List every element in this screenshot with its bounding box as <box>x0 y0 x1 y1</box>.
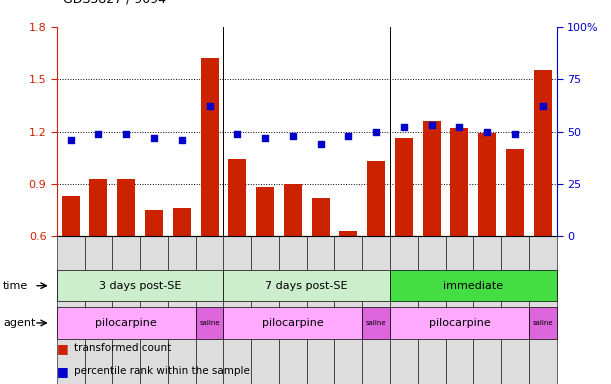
Bar <box>89 179 108 236</box>
Text: ■: ■ <box>57 342 68 355</box>
Bar <box>529 237 557 384</box>
Bar <box>117 179 135 236</box>
Bar <box>339 231 357 236</box>
Bar <box>112 237 140 384</box>
Bar <box>390 237 418 384</box>
Point <box>538 103 547 109</box>
Bar <box>145 210 163 236</box>
Bar <box>501 237 529 384</box>
Point <box>232 131 242 137</box>
Text: saline: saline <box>199 320 220 326</box>
Text: 7 days post-SE: 7 days post-SE <box>265 281 348 291</box>
Bar <box>478 133 496 236</box>
Bar <box>312 198 329 236</box>
Point <box>66 137 76 143</box>
Text: pilocarpine: pilocarpine <box>262 318 324 328</box>
Point <box>455 124 464 131</box>
Point <box>288 132 298 139</box>
Text: immediate: immediate <box>443 281 503 291</box>
Bar <box>395 139 413 236</box>
Text: transformed count: transformed count <box>74 343 171 353</box>
Bar <box>200 58 219 236</box>
Bar <box>367 161 385 236</box>
Point <box>122 131 131 137</box>
Bar <box>256 187 274 236</box>
Bar <box>168 237 196 384</box>
Point <box>93 131 103 137</box>
Bar <box>279 237 307 384</box>
Point <box>149 135 159 141</box>
Bar <box>173 208 191 236</box>
Bar <box>418 237 445 384</box>
Text: pilocarpine: pilocarpine <box>95 318 157 328</box>
Bar <box>534 71 552 236</box>
Point <box>343 132 353 139</box>
Bar <box>284 184 302 236</box>
Bar <box>307 237 334 384</box>
Text: ■: ■ <box>57 365 68 378</box>
Point <box>260 135 270 141</box>
Text: saline: saline <box>532 320 553 326</box>
Point <box>371 128 381 135</box>
Bar <box>224 237 251 384</box>
Bar <box>62 196 79 236</box>
Bar <box>84 237 112 384</box>
Text: pilocarpine: pilocarpine <box>428 318 490 328</box>
Bar <box>334 237 362 384</box>
Point <box>205 103 214 109</box>
Bar <box>140 237 168 384</box>
Bar <box>57 237 84 384</box>
Text: agent: agent <box>3 318 35 328</box>
Bar <box>423 121 441 236</box>
Bar <box>251 237 279 384</box>
Text: 3 days post-SE: 3 days post-SE <box>99 281 181 291</box>
Text: GDS3827 / 9094: GDS3827 / 9094 <box>63 0 166 6</box>
Point <box>510 131 520 137</box>
Bar <box>196 237 224 384</box>
Point <box>427 122 437 128</box>
Bar <box>362 237 390 384</box>
Text: saline: saline <box>366 320 386 326</box>
Text: percentile rank within the sample: percentile rank within the sample <box>74 366 250 376</box>
Bar <box>474 237 501 384</box>
Point <box>482 128 492 135</box>
Point <box>399 124 409 131</box>
Point <box>316 141 326 147</box>
Bar <box>506 149 524 236</box>
Bar <box>229 159 246 236</box>
Bar <box>445 237 474 384</box>
Bar <box>450 128 469 236</box>
Point <box>177 137 187 143</box>
Text: time: time <box>3 281 28 291</box>
